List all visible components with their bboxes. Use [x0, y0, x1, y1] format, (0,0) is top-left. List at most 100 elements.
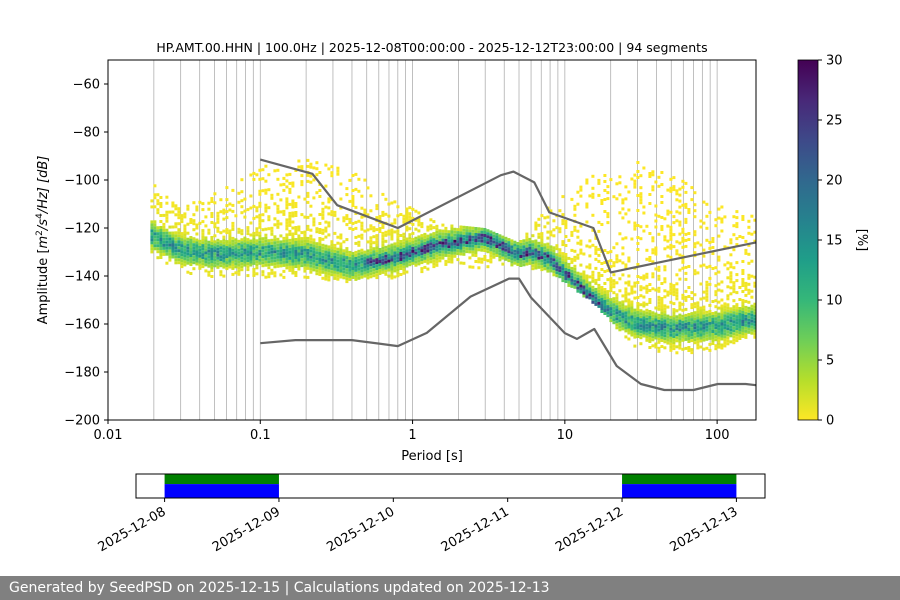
psd-cell	[639, 321, 643, 325]
psd-cell	[324, 244, 328, 248]
psd-cell	[741, 317, 745, 320]
psd-cell	[207, 249, 211, 253]
psd-cell	[339, 236, 343, 240]
psd-cell	[642, 304, 646, 308]
psd-cell	[699, 327, 703, 331]
psd-cell	[537, 217, 541, 221]
psd-cell	[312, 220, 316, 224]
psd-cell	[288, 262, 292, 266]
footer-text: Generated by SeedPSD on 2025-12-15 | Cal…	[9, 580, 550, 596]
psd-cell	[627, 325, 631, 329]
psd-cell	[225, 258, 229, 262]
psd-cell	[570, 230, 574, 234]
psd-cell	[459, 228, 463, 232]
psd-cell	[327, 266, 331, 270]
psd-cell	[606, 308, 610, 312]
psd-cell	[711, 240, 715, 243]
psd-cell	[438, 250, 442, 254]
psd-cell	[747, 231, 751, 235]
psd-cell	[678, 328, 682, 332]
psd-cell	[177, 216, 181, 220]
psd-cell	[297, 225, 301, 229]
psd-cell	[396, 247, 400, 251]
psd-cell	[306, 263, 310, 267]
psd-cell	[525, 256, 529, 260]
psd-cell	[318, 249, 322, 252]
psd-cell	[585, 289, 589, 293]
psd-cell	[717, 255, 721, 259]
psd-cell	[174, 255, 178, 259]
psd-cell	[600, 289, 604, 292]
psd-cell	[360, 221, 364, 225]
psd-cell	[432, 235, 436, 239]
psd-cell	[312, 253, 316, 257]
psd-cell	[153, 220, 157, 224]
psd-cell	[372, 241, 376, 245]
psd-cell	[207, 261, 211, 265]
psd-cell	[639, 342, 643, 346]
psd-cell	[354, 241, 358, 245]
psd-cell	[189, 251, 193, 254]
psd-cell	[444, 250, 448, 254]
psd-cell	[720, 343, 724, 347]
psd-cell	[387, 262, 391, 266]
psd-cell	[363, 262, 367, 266]
psd-cell	[513, 240, 517, 244]
psd-cell	[666, 212, 670, 216]
psd-cell	[201, 253, 205, 257]
psd-cell	[192, 222, 196, 226]
psd-cell	[633, 185, 637, 189]
psd-cell	[357, 267, 361, 271]
psd-cell	[174, 204, 178, 208]
psd-cell	[375, 267, 379, 271]
psd-cell	[321, 252, 325, 256]
psd-cell	[726, 297, 730, 301]
psd-cell	[627, 331, 631, 335]
psd-cell	[654, 321, 658, 325]
psd-cell	[489, 251, 493, 255]
psd-cell	[384, 260, 388, 264]
psd-cell	[639, 327, 643, 331]
psd-cell	[576, 277, 580, 281]
psd-cell	[744, 251, 748, 255]
psd-cell	[549, 257, 553, 261]
psd-cell	[633, 344, 637, 348]
psd-cell	[540, 253, 544, 257]
psd-cell	[360, 269, 364, 273]
footer-bar: Generated by SeedPSD on 2025-12-15 | Cal…	[0, 576, 900, 600]
psd-cell	[450, 260, 454, 264]
psd-cell	[660, 282, 664, 285]
psd-cell	[732, 329, 736, 333]
psd-cell	[162, 243, 166, 247]
psd-cell	[486, 244, 490, 248]
psd-cell	[555, 259, 559, 263]
psd-cell	[393, 245, 397, 249]
psd-cell	[258, 240, 262, 244]
psd-cell	[681, 308, 685, 312]
psd-cell	[534, 227, 538, 231]
psd-cell	[561, 243, 565, 247]
psd-cell	[309, 180, 313, 184]
psd-cell	[231, 224, 235, 228]
psd-cell	[726, 303, 730, 307]
psd-cell	[705, 202, 709, 206]
psd-cell	[294, 202, 298, 205]
psd-cell	[339, 182, 343, 186]
psd-cell	[657, 319, 661, 323]
psd-cell	[447, 236, 451, 240]
psd-cell	[747, 243, 751, 247]
psd-cell	[699, 219, 703, 223]
psd-cell	[345, 277, 349, 281]
psd-cell	[324, 253, 328, 257]
psd-cell	[339, 257, 343, 261]
psd-cell	[270, 196, 274, 200]
psd-cell	[684, 316, 688, 320]
psd-cell	[441, 253, 445, 257]
psd-cell	[387, 247, 391, 251]
psd-cell	[294, 247, 298, 250]
psd-cell	[231, 209, 235, 213]
psd-cell	[237, 242, 241, 246]
psd-cell	[438, 241, 442, 245]
psd-cell	[150, 250, 154, 254]
psd-cell	[612, 309, 616, 313]
